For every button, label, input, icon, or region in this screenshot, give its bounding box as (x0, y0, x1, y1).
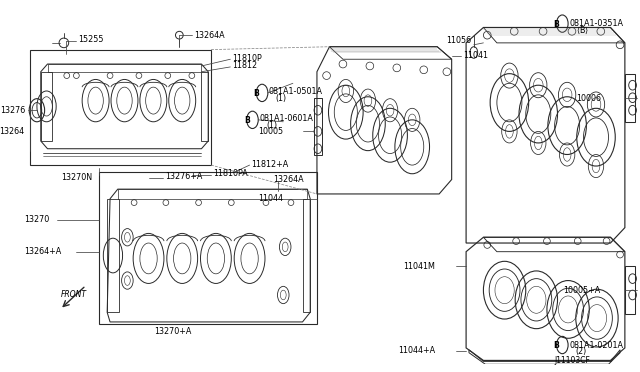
Text: 081A1-0201A: 081A1-0201A (569, 340, 623, 350)
Text: 13264+A: 13264+A (24, 247, 61, 256)
Text: 10005: 10005 (258, 127, 284, 136)
Text: 11044+A: 11044+A (398, 346, 435, 355)
Text: 13270N: 13270N (61, 173, 93, 182)
Text: 13270: 13270 (24, 215, 50, 224)
Text: B: B (253, 89, 259, 98)
Text: (2): (2) (576, 347, 587, 356)
Text: 11056: 11056 (446, 36, 471, 45)
Text: 11810P: 11810P (232, 54, 262, 63)
Text: B: B (554, 20, 559, 29)
Text: FRONT: FRONT (61, 291, 86, 299)
Text: 11041M: 11041M (403, 262, 435, 270)
Text: 11812: 11812 (232, 61, 257, 70)
Text: 081A1-0501A: 081A1-0501A (269, 87, 323, 96)
Text: 11041: 11041 (463, 51, 488, 60)
Text: 13276+A: 13276+A (165, 172, 202, 181)
Text: B: B (244, 116, 250, 125)
Text: 11044: 11044 (259, 194, 284, 203)
Text: B: B (554, 341, 559, 350)
Text: 13264A: 13264A (274, 175, 304, 184)
Text: 13264A: 13264A (194, 31, 225, 40)
Text: $\langle$B$\rangle$: $\langle$B$\rangle$ (576, 25, 589, 36)
Text: 10006: 10006 (576, 94, 601, 103)
Text: 081A1-0351A: 081A1-0351A (569, 19, 623, 28)
Text: 13276: 13276 (0, 106, 26, 115)
Text: 11810PA: 11810PA (213, 169, 248, 178)
Text: (1): (1) (266, 121, 277, 130)
Text: 13270+A: 13270+A (154, 327, 191, 336)
Text: 15255: 15255 (78, 35, 104, 45)
Text: 10005+A: 10005+A (564, 286, 601, 295)
Text: 11812+A: 11812+A (252, 160, 289, 169)
Text: 081A1-0601A: 081A1-0601A (259, 115, 313, 124)
Text: J11103CF: J11103CF (555, 356, 591, 365)
Text: 13264: 13264 (0, 127, 24, 136)
Text: (1): (1) (276, 94, 287, 103)
